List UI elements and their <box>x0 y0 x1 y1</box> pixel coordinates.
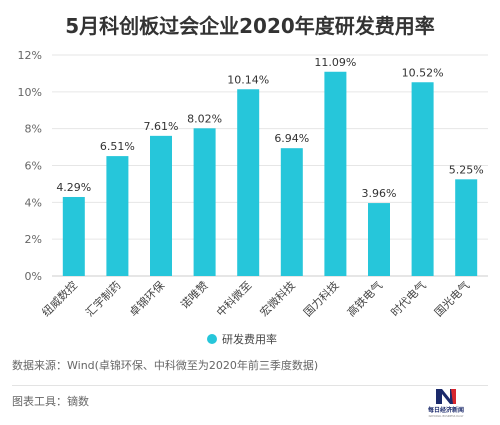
bar-chart: 0% 2% 4% 6% 8% 10% 12% 4.29% 6.51% 7.61% 8.02% 10.… <box>18 49 488 346</box>
category-label: 时代电气 <box>388 278 429 319</box>
source-note: 数据来源：Wind(卓锦环保、中科微至为2020年前三季度数据) <box>12 359 319 372</box>
category-label: 高铁电气 <box>344 278 385 319</box>
data-label: 6.51% <box>100 140 135 153</box>
bar <box>237 89 260 276</box>
bar <box>368 203 390 276</box>
bar <box>455 179 478 276</box>
chart-title: 5月科创板过会企业2020年度研发费用率 <box>65 14 435 38</box>
bars <box>62 71 478 277</box>
data-label: 6.94% <box>274 132 309 145</box>
bar <box>411 82 434 276</box>
data-label: 11.09% <box>314 56 356 69</box>
data-labels: 4.29% 6.51% 7.61% 8.02% 10.14% 6.94% 11.09% 3.9… <box>56 56 483 200</box>
category-labels: 纽威数控 汇宇制药 卓锦环保 诺唯赞 中科微至 宏微科技 国力科技 高铁电气 时代电气 国光电气 <box>39 278 472 319</box>
category-label: 国光电气 <box>431 278 472 319</box>
category-label: 汇宇制药 <box>83 279 123 319</box>
logo-subtext: NATIONAL BUSINESS DAILY <box>429 414 464 418</box>
bar <box>106 156 129 276</box>
logo-text: 每日经济新闻 <box>427 406 464 414</box>
data-label: 10.14% <box>227 73 269 86</box>
bar <box>62 196 85 276</box>
y-axis-ticks: 0% 2% 4% 6% 8% 10% 12% <box>18 49 42 283</box>
y-tick-label: 2% <box>25 233 42 246</box>
bar <box>193 128 216 276</box>
data-label: 8.02% <box>187 112 222 125</box>
data-label: 10.52% <box>402 66 444 79</box>
bar <box>324 71 347 277</box>
legend-label: 研发费用率 <box>222 332 277 346</box>
y-tick-label: 10% <box>18 86 42 99</box>
y-tick-label: 0% <box>25 270 42 283</box>
y-tick-label: 8% <box>25 123 42 136</box>
category-label: 中科微至 <box>213 278 254 319</box>
y-tick-label: 4% <box>25 196 42 209</box>
category-label: 国力科技 <box>301 278 342 319</box>
logo-mark-icon <box>436 389 456 404</box>
legend: 研发费用率 <box>207 332 277 346</box>
brand-logo: 每日经济新闻 NATIONAL BUSINESS DAILY <box>427 389 464 418</box>
category-label: 诺唯赞 <box>178 279 211 312</box>
y-tick-label: 12% <box>18 49 42 62</box>
category-label: 宏微科技 <box>257 278 298 319</box>
chart-tool-note: 图表工具：镝数 <box>12 395 89 408</box>
y-tick-label: 6% <box>25 160 42 173</box>
category-label: 纽威数控 <box>39 278 80 319</box>
bar <box>280 148 303 276</box>
data-label: 3.96% <box>362 187 397 200</box>
category-label: 卓锦环保 <box>126 278 167 319</box>
data-label: 7.61% <box>144 120 179 133</box>
legend-swatch <box>207 334 217 344</box>
data-label: 5.25% <box>449 163 484 176</box>
footer-divider <box>12 385 488 386</box>
bar <box>150 135 172 276</box>
data-label: 4.29% <box>56 181 91 194</box>
